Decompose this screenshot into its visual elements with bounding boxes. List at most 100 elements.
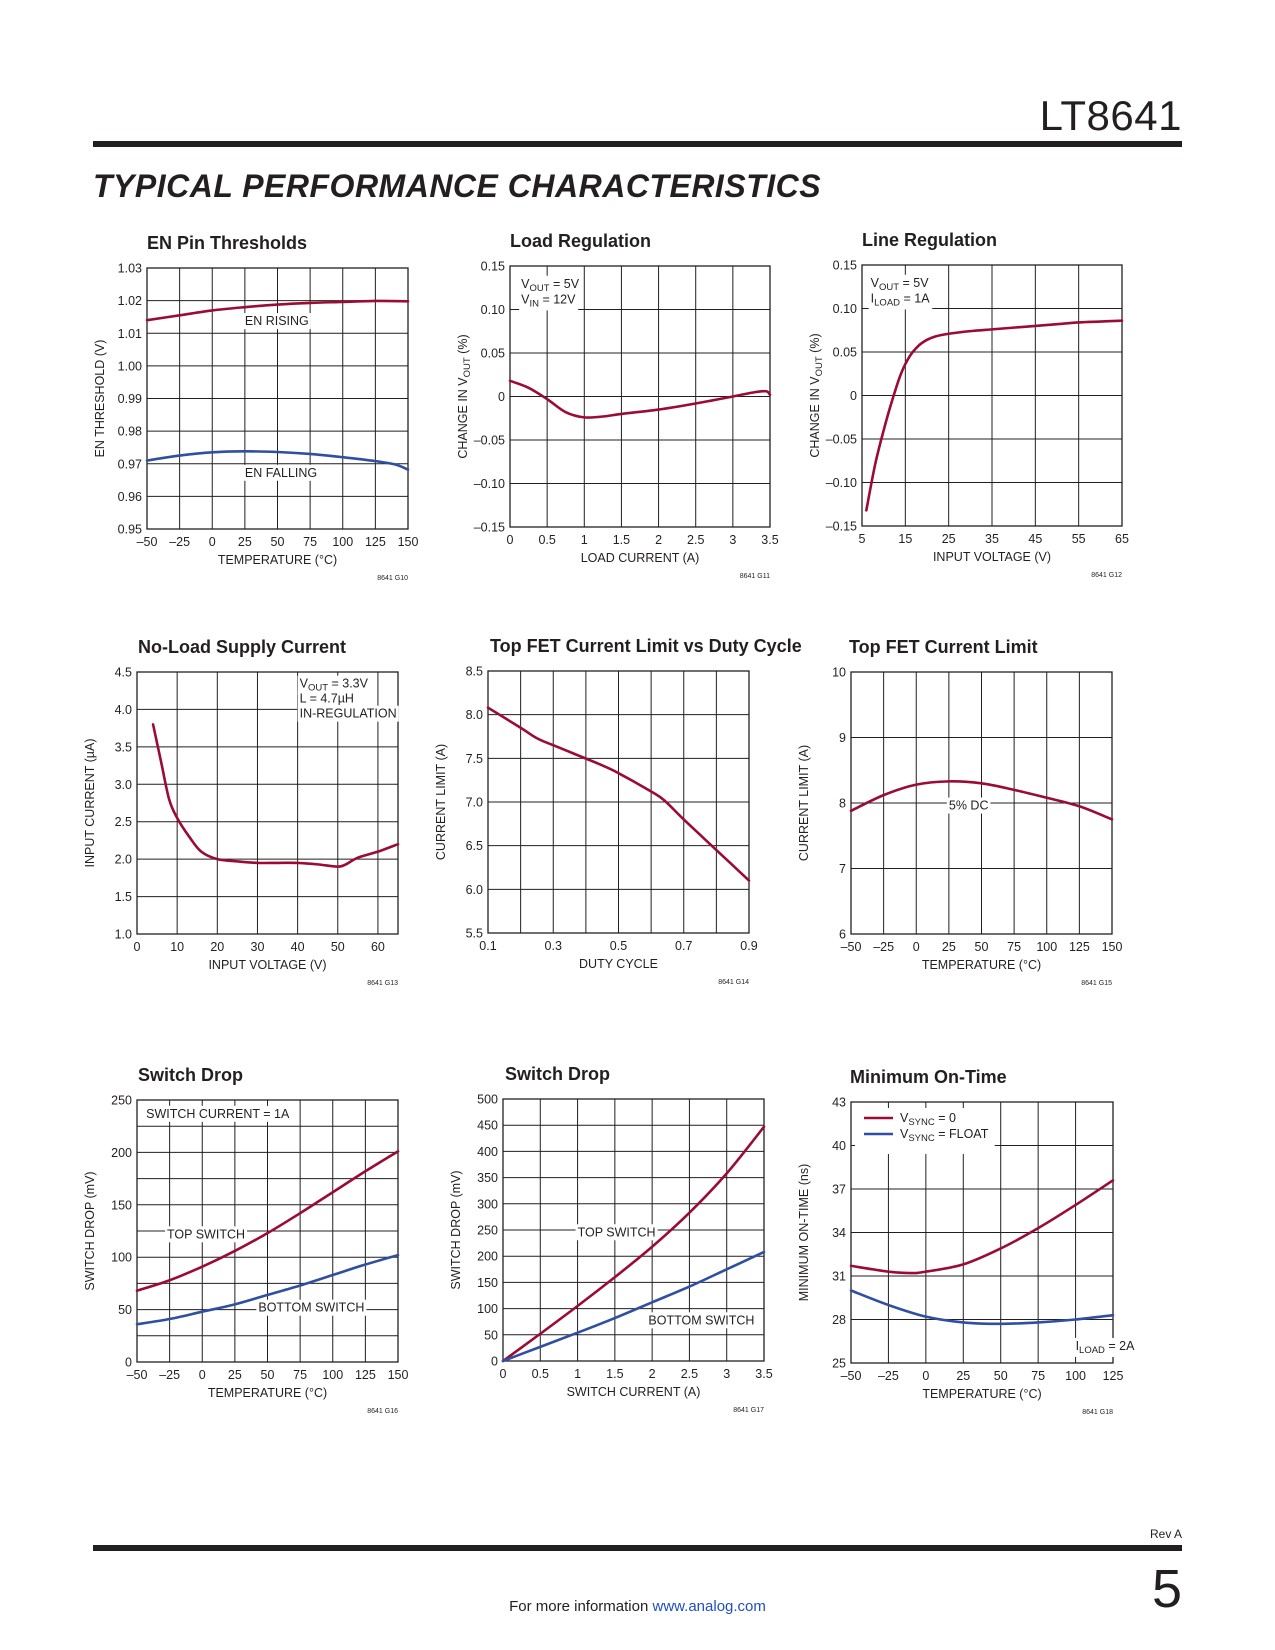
annotation-background — [165, 1226, 248, 1243]
chart-line-regulation: Line Regulation 5 15 25 35 45 55 65 –0.15 –0.10 –0… — [795, 228, 1135, 588]
x-tick-label: 125 — [365, 535, 386, 549]
x-tick-label: 3.5 — [755, 1367, 772, 1381]
x-tick-label: 15 — [898, 532, 912, 546]
y-tick-label: 7 — [839, 862, 846, 876]
y-tick-label: 100 — [477, 1302, 498, 1316]
x-tick-label: 35 — [985, 532, 999, 546]
x-tick-label: 0 — [134, 940, 141, 954]
x-tick-label: 0 — [507, 533, 514, 547]
y-tick-label: 5.5 — [466, 927, 483, 941]
plot-frame — [850, 671, 1113, 935]
revision-label: Rev A — [1149, 1527, 1182, 1541]
y-tick-label: 40 — [832, 1139, 846, 1153]
y-tick-label: 0.98 — [118, 425, 142, 439]
annotation-background — [297, 705, 399, 722]
chart-svg: No-Load Supply Current 0 10 20 30 40 50 60 1.0 1.… — [83, 637, 400, 987]
x-tick-label: –50 — [137, 535, 158, 549]
legend-background — [855, 1108, 995, 1154]
y-tick-label: –0.10 — [826, 476, 857, 490]
chart-svg: Switch Drop –50 –25 0 25 50 75 100 125 150 0 50 100 1… — [83, 1065, 408, 1415]
figure-code: 8641 G16 — [367, 1408, 398, 1415]
chart-top-fet-current-limit: Top FET Current Limit –50 –25 0 25 50 75 100 125… — [795, 636, 1135, 996]
figure-code: 8641 G11 — [740, 573, 770, 580]
x-tick-label: 65 — [1115, 532, 1129, 546]
y-tick-label: 2.0 — [115, 853, 132, 867]
annotation-background — [144, 1105, 292, 1122]
y-tick-label: 3.5 — [115, 740, 132, 754]
annotation-background — [868, 274, 932, 294]
chart-title: Top FET Current Limit — [849, 637, 1038, 657]
x-tick-label: 40 — [291, 940, 305, 954]
x-tick-label: 0 — [500, 1367, 507, 1381]
series-line-blue — [501, 1250, 766, 1363]
x-tick-label: 100 — [322, 1368, 343, 1382]
y-axis-label: SWITCH DROP (mV) — [449, 1170, 463, 1289]
x-tick-label: 1 — [574, 1367, 581, 1381]
x-tick-label: 2 — [649, 1367, 656, 1381]
x-tick-label: 0.5 — [532, 1367, 549, 1381]
chart-svg: Switch Drop 0 0.5 1 1.5 2 2.5 3 3.5 0 50 100 150 200 2… — [449, 1064, 773, 1414]
x-tick-label: 100 — [1065, 1369, 1086, 1383]
y-tick-label: 0 — [491, 1355, 498, 1369]
annotation-label: TOP SWITCH — [578, 1225, 656, 1239]
y-axis-label: INPUT CURRENT (µA) — [83, 739, 97, 868]
figure-code: 8641 G18 — [1082, 1409, 1113, 1416]
y-tick-label: 6 — [839, 928, 846, 942]
y-tick-label: 0.97 — [118, 457, 142, 471]
y-tick-label: 250 — [111, 1094, 132, 1108]
plot-frame — [509, 265, 771, 528]
x-axis-label: INPUT VOLTAGE (V) — [933, 550, 1051, 564]
x-tick-label: 3 — [729, 533, 736, 547]
x-tick-label: 150 — [398, 535, 419, 549]
figure-code: 8641 G10 — [377, 575, 408, 582]
chart-title: No-Load Supply Current — [138, 637, 346, 657]
footer-link[interactable]: www.analog.com — [652, 1598, 766, 1615]
x-tick-label: 75 — [303, 535, 317, 549]
y-tick-label: –0.15 — [826, 520, 857, 534]
x-tick-label: 20 — [210, 940, 224, 954]
x-tick-label: –25 — [873, 940, 894, 954]
chart-svg: Minimum On-Time –50 –25 0 25 50 75 100 125 25 28 31… — [797, 1067, 1138, 1416]
grid — [487, 670, 750, 934]
annotation-label: ILOAD = 2A — [1076, 1339, 1136, 1356]
plot-frame — [146, 267, 409, 530]
x-axis-label: TEMPERATURE (°C) — [218, 553, 337, 567]
plot-frame — [502, 1098, 765, 1362]
series-line-red — [486, 706, 751, 882]
plot-frame — [850, 1101, 1114, 1364]
x-axis-label: TEMPERATURE (°C) — [922, 1387, 1041, 1401]
annotation-background — [242, 313, 311, 330]
chart-title: Switch Drop — [138, 1065, 243, 1085]
y-tick-label: 200 — [111, 1146, 132, 1160]
x-tick-label: 50 — [975, 940, 989, 954]
footer-text: For more information — [509, 1598, 653, 1615]
x-tick-label: 10 — [170, 940, 184, 954]
annotation-label: BOTTOM SWITCH — [648, 1313, 754, 1327]
annotation-label: ILOAD = 1A — [871, 291, 931, 308]
grid — [146, 267, 409, 530]
x-tick-label: 0.1 — [479, 939, 496, 953]
legend-label: VSYNC = FLOAT — [900, 1127, 989, 1144]
x-axis-label: TEMPERATURE (°C) — [922, 958, 1041, 972]
y-tick-label: 500 — [477, 1093, 498, 1107]
footer-info: For more information www.analog.com — [0, 1598, 1275, 1615]
annotation-background — [297, 690, 356, 707]
chart-switch-drop-temperature: Switch Drop –50 –25 0 25 50 75 100 125 150 0 50 100 1… — [83, 1063, 432, 1423]
annotation-label: IN-REGULATION — [300, 707, 397, 721]
x-tick-label: 3.5 — [761, 533, 778, 547]
x-tick-label: 1.5 — [613, 533, 630, 547]
x-tick-label: 50 — [261, 1368, 275, 1382]
series-line-red — [849, 1179, 1115, 1275]
x-axis-label: INPUT VOLTAGE (V) — [208, 958, 326, 972]
annotation-label: TOP SWITCH — [167, 1227, 245, 1241]
x-tick-label: 50 — [331, 940, 345, 954]
x-tick-label: 3 — [723, 1367, 730, 1381]
series-line-red — [145, 299, 410, 322]
chart-svg: EN Pin Thresholds –50 –25 0 25 50 75 100 125 150 0… — [93, 233, 419, 582]
chart-en-pin-thresholds: EN Pin Thresholds –50 –25 0 25 50 75 100 125 150 0… — [92, 228, 432, 588]
y-tick-label: 0.96 — [118, 490, 142, 504]
x-tick-label: 0 — [199, 1368, 206, 1382]
y-tick-label: 50 — [118, 1303, 132, 1317]
y-tick-label: 4.5 — [115, 666, 132, 680]
x-tick-label: 0 — [209, 535, 216, 549]
